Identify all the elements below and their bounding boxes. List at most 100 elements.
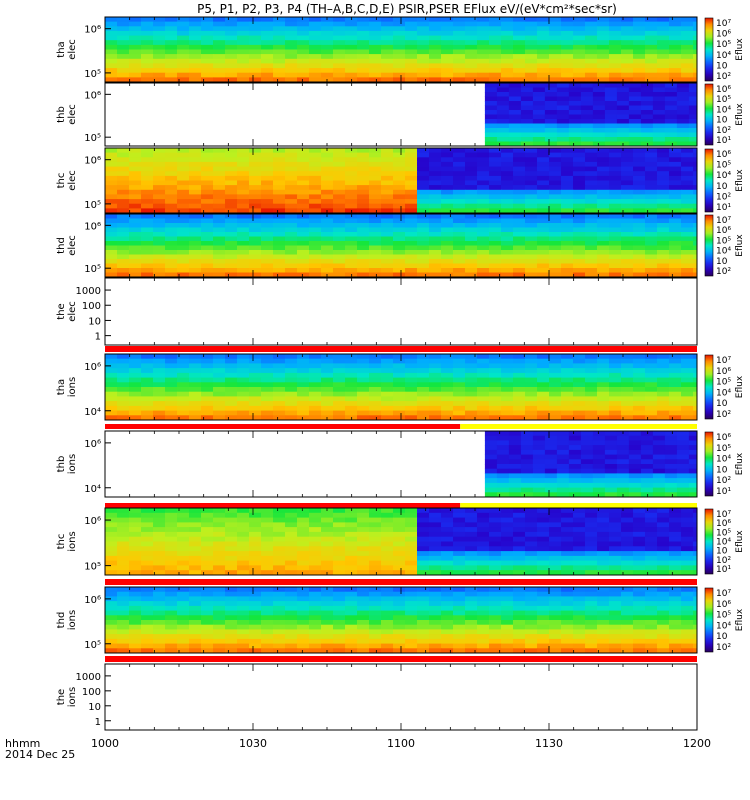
spectrogram-cell: [429, 36, 442, 41]
spectrogram-cell: [297, 246, 310, 251]
spectrogram-cell: [501, 596, 514, 601]
spectrogram-cell: [609, 527, 622, 532]
spectrogram-cell: [681, 185, 694, 190]
spectrogram-cell: [393, 162, 406, 167]
spectrogram-cell: [405, 26, 418, 31]
spectrogram-cell: [105, 232, 118, 237]
spectrogram-cell: [237, 601, 250, 606]
spectrogram-cell: [485, 92, 498, 97]
spectrogram-cell: [669, 232, 682, 237]
spectrogram-cell: [561, 190, 574, 195]
spectrogram-cell: [489, 620, 502, 625]
spectrogram-cell: [213, 223, 226, 228]
spectrogram-cell: [117, 255, 130, 260]
spectrogram-cell: [357, 190, 370, 195]
spectrogram-cell: [597, 587, 610, 592]
spectrogram-cell: [561, 176, 574, 181]
spectrogram-cell: [153, 31, 166, 36]
spectrogram-cell: [201, 194, 214, 199]
spectrogram-cell: [569, 119, 582, 124]
spectrogram-cell: [177, 592, 190, 597]
spectrogram-cell: [561, 63, 574, 68]
spectrogram-cell: [561, 40, 574, 45]
spectrogram-cell: [509, 83, 522, 88]
spectrogram-cell: [345, 246, 358, 251]
spectrogram-cell: [657, 354, 670, 359]
spectrogram-cell: [669, 625, 682, 630]
spectrogram-cell: [405, 68, 418, 73]
spectrogram-cell: [669, 513, 682, 518]
spectrogram-cell: [177, 537, 190, 542]
spectrogram-cell: [297, 219, 310, 224]
spectrogram-cell: [129, 406, 142, 411]
spectrogram-cell: [441, 392, 454, 397]
spectrogram-cell: [369, 592, 382, 597]
spectrogram-cell: [681, 199, 694, 204]
spectrogram-cell: [129, 63, 142, 68]
spectrogram-cell: [129, 508, 142, 513]
spectrogram-cell: [249, 250, 262, 255]
spectrogram-cell: [165, 162, 178, 167]
spectrogram-cell: [357, 31, 370, 36]
spectrogram-cell: [621, 546, 634, 551]
spectrogram-cell: [297, 264, 310, 269]
spectrogram-cell: [213, 204, 226, 209]
spectrogram-cell: [533, 483, 546, 488]
spectrogram-cell: [453, 59, 466, 64]
spectrogram-cell: [201, 241, 214, 246]
spectrogram-cell: [333, 518, 346, 523]
spectrogram-cell: [237, 513, 250, 518]
spectrogram-cell: [441, 171, 454, 176]
spectrogram-cell: [549, 232, 562, 237]
spectrogram-cell: [653, 455, 666, 460]
spectrogram-cell: [581, 119, 594, 124]
spectrogram-cell: [417, 59, 430, 64]
spectrogram-cell: [489, 73, 502, 78]
spectrogram-cell: [585, 54, 598, 59]
spectrogram-cell: [405, 228, 418, 233]
spectrogram-cell: [497, 88, 510, 93]
spectrogram-cell: [405, 36, 418, 41]
spectrogram-cell: [489, 411, 502, 416]
spectrogram-cell: [537, 162, 550, 167]
spectrogram-cell: [117, 522, 130, 527]
spectrogram-cell: [297, 259, 310, 264]
spectrogram-cell: [177, 241, 190, 246]
spectrogram-cell: [297, 54, 310, 59]
spectrogram-cell: [189, 359, 202, 364]
spectrogram-cell: [297, 176, 310, 181]
spectrogram-cell: [405, 264, 418, 269]
spectrogram-cell: [633, 26, 646, 31]
spectrogram-cell: [357, 368, 370, 373]
spectrogram-cell: [689, 464, 698, 469]
spectrogram-cell: [189, 556, 202, 561]
spectrogram-cell: [573, 592, 586, 597]
spectrogram-cell: [645, 561, 658, 566]
spectrogram-cell: [581, 92, 594, 97]
spectrogram-cell: [477, 190, 490, 195]
spectrogram-cell: [681, 50, 694, 55]
spectrogram-cell: [573, 232, 586, 237]
spectrogram-cell: [585, 50, 598, 55]
spectrogram-cell: [537, 551, 550, 556]
spectrogram-cell: [533, 106, 546, 111]
spectrogram-cell: [213, 556, 226, 561]
spectrogram-cell: [141, 527, 154, 532]
spectrogram-cell: [525, 246, 538, 251]
spectrogram-cell: [189, 68, 202, 73]
spectrogram-cell: [393, 199, 406, 204]
spectrogram-cell: [585, 59, 598, 64]
spectrogram-cell: [633, 406, 646, 411]
spectrogram-cell: [657, 620, 670, 625]
spectrogram-cell: [129, 625, 142, 630]
spectrogram-cell: [165, 556, 178, 561]
spectrogram-cell: [249, 223, 262, 228]
spectrogram-cell: [585, 194, 598, 199]
spectrogram-cell: [585, 223, 598, 228]
spectrogram-cell: [621, 363, 634, 368]
spectrogram-cell: [513, 185, 526, 190]
spectrogram-cell: [429, 527, 442, 532]
spectrogram-cell: [609, 167, 622, 172]
spectrogram-cell: [141, 162, 154, 167]
spectrogram-cell: [225, 219, 238, 224]
